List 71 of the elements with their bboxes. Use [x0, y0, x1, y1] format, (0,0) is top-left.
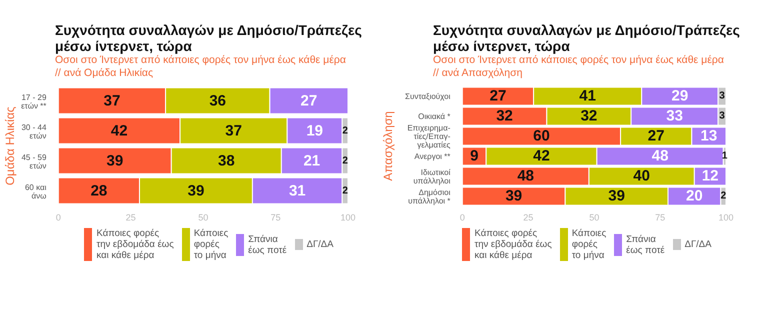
- data-label: 48: [517, 168, 534, 185]
- data-label: 41: [579, 88, 596, 105]
- data-label: 28: [90, 182, 108, 200]
- data-label: 38: [218, 152, 235, 170]
- data-label: 27: [490, 88, 506, 105]
- legend-label: ΔΓ/ΔΑ: [684, 239, 712, 250]
- y-tick-label: 45 - 59 ετών: [21, 152, 47, 170]
- legend-label: Σπάνια έως ποτέ: [248, 234, 287, 256]
- data-label: 36: [209, 92, 226, 110]
- data-label: 48: [652, 148, 668, 165]
- text: Κάποιες φορές την εβδομάδα έως και κάθε μέρα: [96, 228, 174, 261]
- data-label: 37: [104, 92, 120, 110]
- x-tick-label: 100: [340, 212, 356, 222]
- data-label: 1: [722, 150, 728, 162]
- data-label: 2: [342, 155, 348, 166]
- data-label: 37: [225, 122, 242, 140]
- x-tick-label: 100: [718, 212, 734, 222]
- x-tick-label: 0: [460, 212, 465, 222]
- data-label: 2: [342, 125, 348, 136]
- data-label: 39: [608, 188, 625, 205]
- y-tick-label: Ανεργοι **: [414, 152, 450, 161]
- data-label: 60: [533, 128, 550, 145]
- data-label: 32: [580, 108, 598, 125]
- chart-title: Συχνότητα συναλλαγών με Δημόσιο/Τράπεζες μέσω ίντερνετ, τώρα: [433, 22, 741, 54]
- y-tick-label: 17 - 29 ετών **: [21, 92, 47, 110]
- data-label: 3: [719, 90, 726, 102]
- x-tick-label: 25: [523, 212, 534, 222]
- chart-title: Συχνότητα συναλλαγών με Δημόσιο/Τράπεζες μέσω ίντερνετ, τώρα: [55, 22, 363, 54]
- x-tick-label: 75: [655, 212, 666, 222]
- x-tick-label: 50: [198, 212, 208, 222]
- data-label: 27: [648, 128, 664, 145]
- chart-subtitle: Οσοι στο Ίντερνετ από κάποιες φορές τον μήνα έως κάθε μέρα // ανά Απασχόληση: [433, 54, 725, 80]
- x-tick-label: 25: [126, 212, 136, 222]
- data-label: 39: [188, 182, 204, 200]
- chart-subtitle: Οσοι στο Ίντερνετ από κάποιες φορές τον μήνα έως κάθε μέρα // ανά Ομάδα Ηλικίας: [55, 54, 347, 80]
- data-label: 39: [505, 188, 522, 205]
- legend-label: Σπάνια έως ποτέ: [626, 234, 665, 256]
- data-label: 13: [700, 128, 718, 145]
- data-label: 33: [666, 108, 683, 125]
- data-label: 42: [110, 122, 128, 140]
- text: Κάποιες φορές το μήνα: [194, 228, 228, 261]
- y-tick-label: Δημόσιοι υπάλληλοι *: [408, 188, 451, 206]
- text: Κάποιες φορές το μήνα: [572, 228, 606, 261]
- data-label: 20: [686, 188, 703, 205]
- text: Κάποιες φορές την εβδομάδα έως και κάθε μέρα: [474, 228, 552, 261]
- x-tick-label: 75: [270, 212, 281, 222]
- data-label: 39: [106, 152, 124, 170]
- data-label: 19: [306, 122, 324, 140]
- data-label: 12: [702, 168, 719, 185]
- data-label: 42: [533, 148, 550, 165]
- data-label: 9: [470, 148, 478, 165]
- data-label: 32: [496, 108, 513, 125]
- y-tick-label: 30 - 44 ετών: [21, 122, 47, 140]
- y-axis-title: Απασχόληση: [381, 111, 395, 181]
- y-tick-label: Οικιακά *: [418, 112, 450, 121]
- data-label: 40: [633, 168, 650, 185]
- data-label: 2: [342, 185, 348, 196]
- y-tick-label: Επιχειρημα- τίες/Επαγ- γελματίες: [407, 124, 451, 150]
- data-label: 3: [719, 110, 726, 122]
- data-label: 27: [300, 92, 318, 110]
- y-tick-label: 60 και άνω: [24, 182, 47, 200]
- legend-label: ΔΓ/ΔΑ: [306, 239, 334, 250]
- y-tick-label: Ιδιωτικοί υπάλληλοι: [413, 168, 451, 186]
- data-label: 2: [720, 190, 727, 202]
- x-tick-label: 0: [56, 212, 61, 222]
- data-label: 29: [672, 88, 688, 105]
- data-label: 31: [288, 182, 306, 200]
- data-label: 21: [303, 152, 320, 170]
- y-axis-title: Ομάδα Ηλικίας: [3, 106, 17, 186]
- y-tick-label: Συνταξιούχοι: [405, 92, 451, 101]
- x-tick-label: 50: [589, 212, 600, 222]
